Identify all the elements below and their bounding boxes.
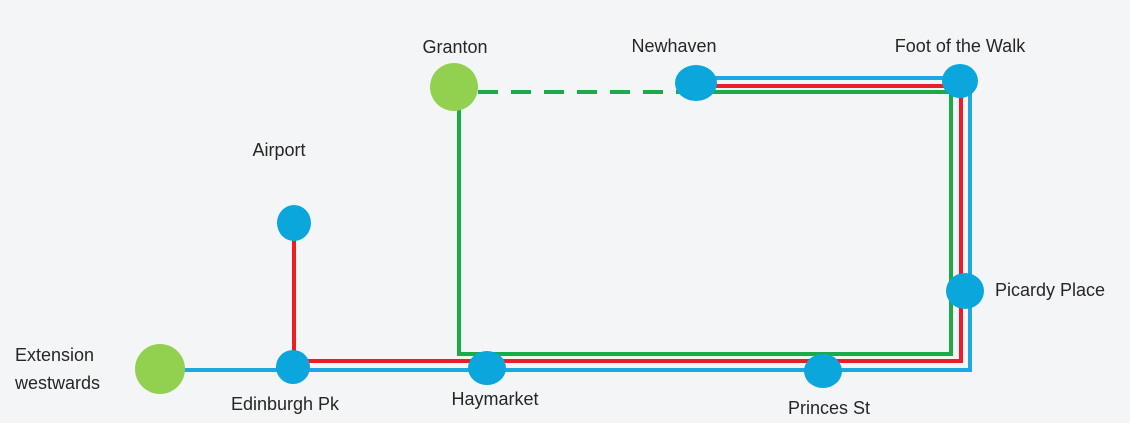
stop-newhaven[interactable] <box>675 65 717 101</box>
label-edinburgh-pk: Edinburgh Pk <box>230 394 340 414</box>
label-newhaven: Newhaven <box>631 36 717 56</box>
stop-haymarket[interactable] <box>468 351 506 385</box>
stop-granton[interactable] <box>430 63 478 111</box>
label-extension-line2: westwards <box>15 373 101 393</box>
stop-airport[interactable] <box>277 205 311 241</box>
label-princes-st: Princes St <box>787 398 871 418</box>
label-extension-line1: Extension <box>15 345 95 365</box>
label-picardy-place: Picardy Place <box>995 280 1106 300</box>
blue-route-line <box>164 76 972 372</box>
label-foot-of-the-walk: Foot of the Walk <box>894 36 1026 56</box>
stop-edinburgh-pk[interactable] <box>276 350 310 384</box>
stop-extension-westwards[interactable] <box>135 344 185 394</box>
red-route-line <box>292 84 963 363</box>
stop-foot-of-the-walk[interactable] <box>942 64 978 98</box>
label-granton: Granton <box>422 37 488 57</box>
stop-picardy-place[interactable] <box>946 273 984 309</box>
label-airport: Airport <box>252 140 306 160</box>
label-haymarket: Haymarket <box>451 389 539 409</box>
stop-princes-st[interactable] <box>804 354 842 388</box>
green-route-line <box>457 90 953 356</box>
